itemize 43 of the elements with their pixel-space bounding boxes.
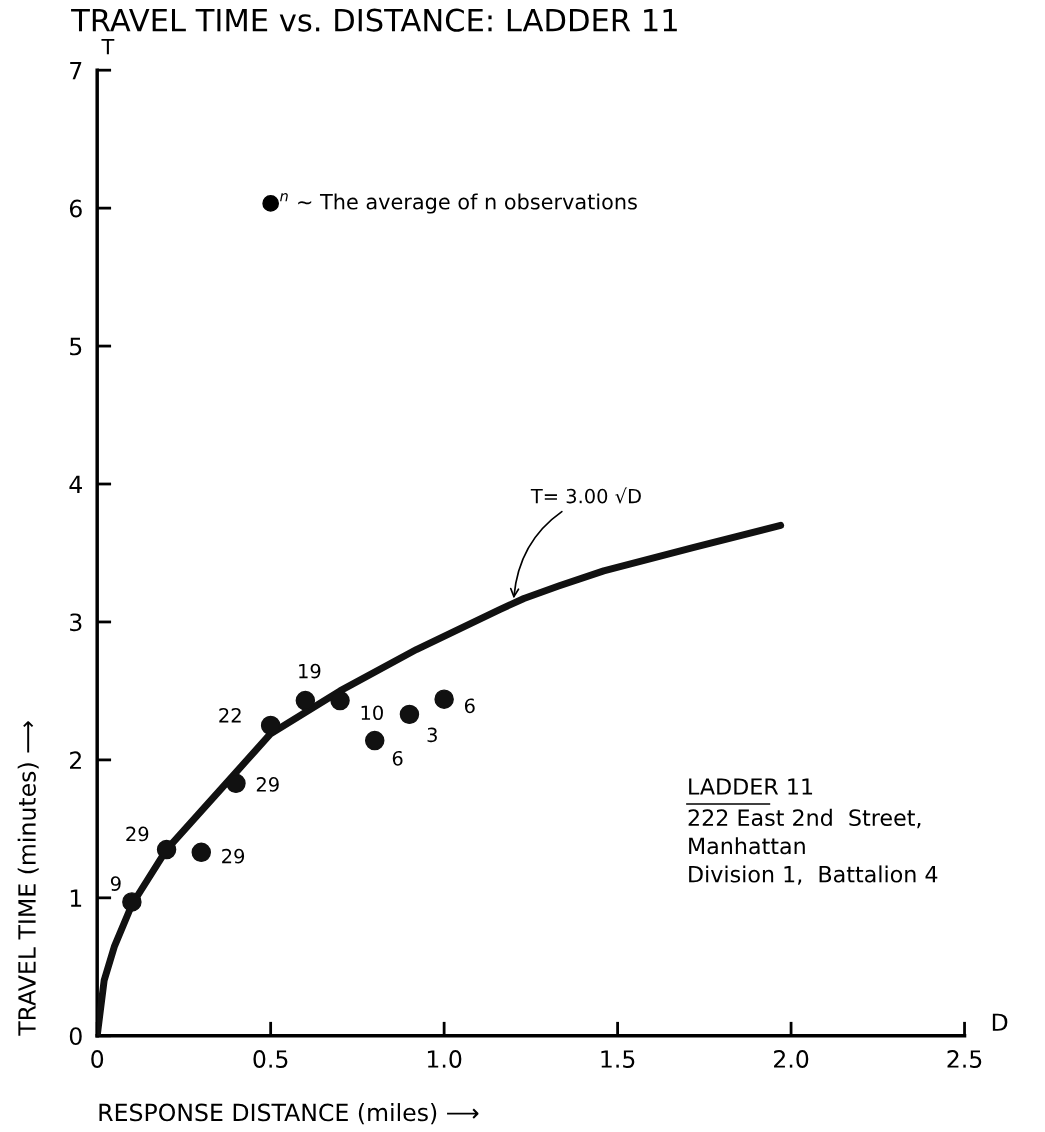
y-axis-title: TRAVEL TIME (minutes) ⟶ [17,721,39,1036]
annotation: $^{n}$ ~ The average of n observations [280,193,637,214]
y-tick-label: 7 [70,61,82,80]
annotation: 10 [361,705,383,721]
point [399,704,420,725]
annotation: 19 [299,663,321,679]
annotation: 6 [392,750,403,766]
annotation: 22 [219,708,241,723]
point [260,715,281,736]
point [364,730,385,751]
x-tick-label: 2.5 [947,1050,982,1068]
point [226,773,246,794]
point [330,690,350,711]
x-tick-label: 1.0 [427,1050,462,1068]
x-tick-label: 1.5 [601,1050,635,1068]
y-tick-label: 5 [70,337,82,356]
y-tick-label: 6 [69,199,82,218]
y-tick-label: 4 [69,475,82,493]
point [191,842,212,863]
text: D [992,1013,1008,1031]
annotation: T= 3.00 √D [530,487,641,504]
annotation: 222 East 2nd Street, Manhattan Division 1, Battalion 4 [688,808,938,885]
annotation: 29 [126,826,149,842]
y-tick-label: 2 [70,751,81,769]
annotation: 6 [464,698,475,714]
x-tick-label: 0 [91,1050,104,1068]
text: T [101,39,115,55]
y-tick-label: 0 [69,1027,82,1046]
annotation: 9 [110,876,121,891]
point [122,892,142,912]
x-tick-label: 2.0 [774,1050,809,1068]
annotation: 3 [427,727,437,743]
point [156,839,177,860]
point [434,689,454,709]
annotation: 29 [222,848,245,864]
chart-title: TRAVEL TIME vs. DISTANCE: LADDER 11 [71,8,677,32]
x-tick-label: 0.5 [253,1050,288,1068]
y-tick-label: 3 [70,613,82,632]
y-tick-label: 1 [70,889,82,907]
annotation: 29 [256,777,279,792]
x-axis-title: RESPONSE DISTANCE (miles) ⟶ [99,1103,479,1125]
point [295,690,316,711]
annotation: LADDER 11 [689,778,813,795]
